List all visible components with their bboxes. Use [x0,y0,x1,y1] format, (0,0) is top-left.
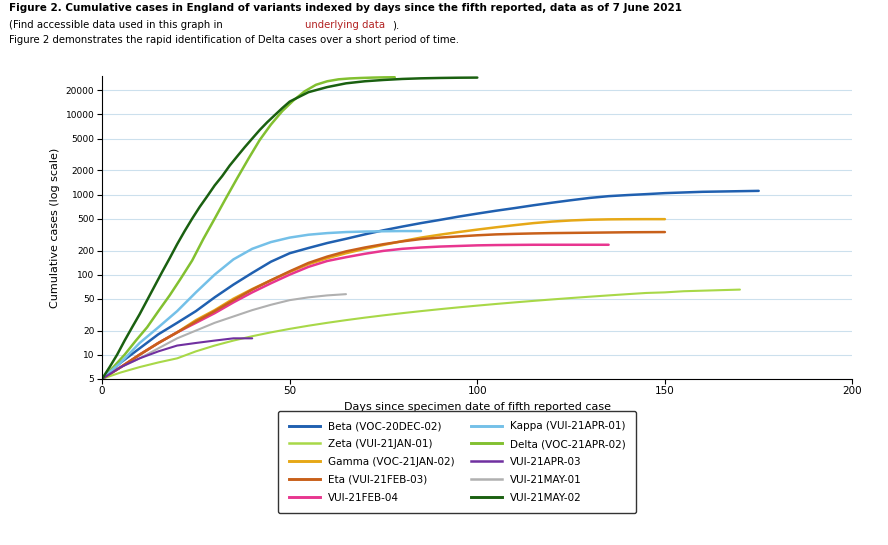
Text: ).: ). [392,20,400,30]
Text: Figure 2. Cumulative cases in England of variants indexed by days since the fift: Figure 2. Cumulative cases in England of… [9,3,682,13]
X-axis label: Days since specimen date of fifth reported case: Days since specimen date of fifth report… [344,402,611,412]
Text: (Find accessible data used in this graph in: (Find accessible data used in this graph… [9,20,226,30]
Text: Figure 2 demonstrates the rapid identification of Delta cases over a short perio: Figure 2 demonstrates the rapid identifi… [9,35,459,45]
Y-axis label: Cumulative cases (log scale): Cumulative cases (log scale) [51,147,60,308]
Legend: Beta (VOC-20DEC-02), Zeta (VUI-21JAN-01), Gamma (VOC-21JAN-02), Eta (VUI-21FEB-0: Beta (VOC-20DEC-02), Zeta (VUI-21JAN-01)… [278,411,637,513]
Text: underlying data: underlying data [305,20,385,30]
